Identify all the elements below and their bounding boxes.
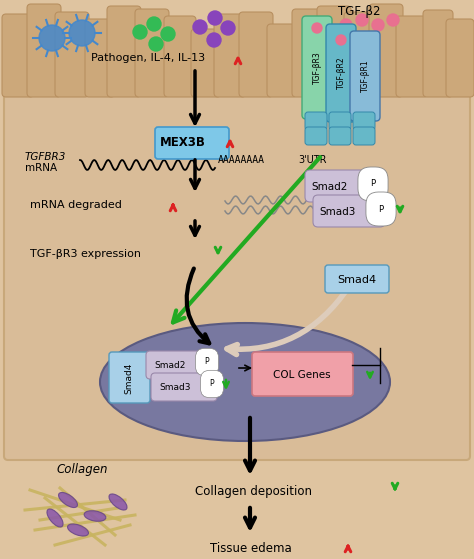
FancyBboxPatch shape (109, 352, 150, 403)
Text: Smad4: Smad4 (125, 362, 134, 394)
Circle shape (387, 14, 399, 26)
Circle shape (69, 20, 95, 46)
Circle shape (221, 21, 235, 35)
FancyBboxPatch shape (85, 19, 115, 97)
FancyBboxPatch shape (135, 9, 169, 97)
FancyBboxPatch shape (396, 16, 428, 97)
FancyBboxPatch shape (305, 170, 377, 202)
Text: Smad3: Smad3 (159, 383, 191, 392)
Text: Smad4: Smad4 (337, 275, 376, 285)
Circle shape (336, 35, 346, 45)
Text: mRNA: mRNA (25, 163, 57, 173)
FancyBboxPatch shape (353, 112, 375, 130)
Ellipse shape (67, 524, 89, 536)
FancyBboxPatch shape (155, 127, 229, 159)
Ellipse shape (84, 511, 106, 522)
Ellipse shape (109, 494, 127, 510)
Text: TGFBR3: TGFBR3 (25, 152, 66, 162)
Text: P: P (210, 380, 214, 389)
Ellipse shape (100, 323, 390, 441)
FancyBboxPatch shape (325, 265, 389, 293)
FancyBboxPatch shape (317, 6, 351, 97)
Circle shape (340, 19, 352, 31)
Text: P: P (205, 358, 210, 367)
FancyBboxPatch shape (329, 127, 351, 145)
FancyBboxPatch shape (353, 127, 375, 145)
Circle shape (39, 25, 65, 51)
Text: AAAAAAAA: AAAAAAAA (218, 155, 265, 165)
Text: TGF-βR3: TGF-βR3 (312, 51, 321, 84)
Circle shape (147, 17, 161, 31)
Text: Pathogen, IL-4, IL-13: Pathogen, IL-4, IL-13 (91, 53, 205, 63)
Text: TGF-βR3 expression: TGF-βR3 expression (30, 249, 141, 259)
FancyBboxPatch shape (2, 14, 34, 97)
FancyBboxPatch shape (369, 4, 403, 97)
Text: TGF-βR2: TGF-βR2 (337, 56, 346, 89)
Circle shape (372, 19, 384, 31)
FancyBboxPatch shape (252, 352, 353, 396)
FancyBboxPatch shape (214, 14, 246, 97)
Text: Smad3: Smad3 (320, 207, 356, 217)
Text: P: P (371, 179, 375, 188)
Circle shape (133, 25, 147, 39)
Text: TGF-βR1: TGF-βR1 (361, 60, 370, 92)
FancyBboxPatch shape (267, 24, 297, 97)
FancyBboxPatch shape (191, 29, 221, 97)
Circle shape (312, 23, 322, 33)
Text: Collagen: Collagen (56, 463, 108, 476)
Text: Smad2: Smad2 (155, 362, 186, 371)
Ellipse shape (47, 509, 63, 527)
FancyBboxPatch shape (313, 195, 385, 227)
Text: MEX3B: MEX3B (160, 136, 206, 149)
Text: COL Genes: COL Genes (273, 370, 331, 380)
FancyBboxPatch shape (329, 112, 351, 130)
Text: mRNA degraded: mRNA degraded (30, 200, 122, 210)
FancyBboxPatch shape (423, 10, 453, 97)
Ellipse shape (59, 492, 77, 508)
FancyBboxPatch shape (151, 373, 217, 401)
FancyBboxPatch shape (146, 351, 212, 379)
FancyBboxPatch shape (27, 4, 61, 97)
FancyBboxPatch shape (350, 31, 380, 121)
FancyBboxPatch shape (305, 127, 327, 145)
Text: TGF-β2: TGF-β2 (338, 6, 381, 18)
Circle shape (356, 14, 368, 26)
FancyBboxPatch shape (239, 12, 273, 97)
Text: Smad2: Smad2 (312, 182, 348, 192)
Circle shape (208, 11, 222, 25)
Circle shape (193, 20, 207, 34)
Text: Collagen deposition: Collagen deposition (195, 486, 312, 499)
FancyBboxPatch shape (326, 24, 356, 122)
FancyBboxPatch shape (55, 12, 89, 97)
FancyBboxPatch shape (292, 9, 324, 97)
FancyBboxPatch shape (344, 12, 376, 97)
Text: Tissue edema: Tissue edema (210, 542, 292, 555)
FancyBboxPatch shape (305, 112, 327, 130)
Circle shape (207, 33, 221, 47)
Circle shape (161, 27, 175, 41)
FancyBboxPatch shape (446, 19, 474, 97)
Text: 3'UTR: 3'UTR (298, 155, 327, 165)
Text: P: P (378, 205, 383, 214)
FancyBboxPatch shape (107, 6, 141, 97)
FancyBboxPatch shape (302, 16, 332, 119)
FancyBboxPatch shape (164, 16, 196, 97)
Circle shape (149, 37, 163, 51)
FancyBboxPatch shape (4, 84, 470, 460)
